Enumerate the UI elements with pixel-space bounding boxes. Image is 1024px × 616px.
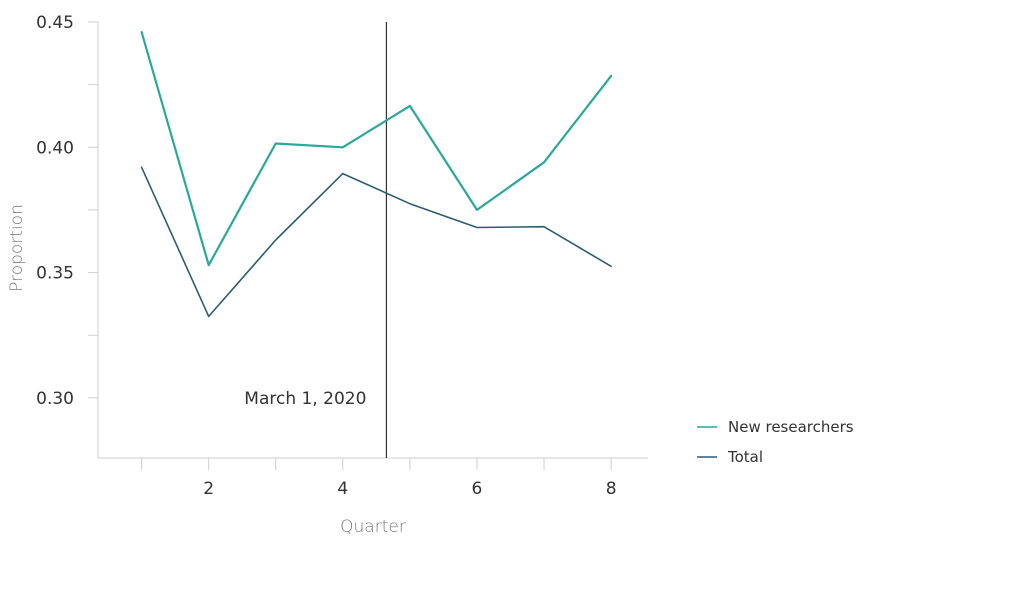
legend-label: New researchers [728,418,854,436]
legend: New researchers Total [697,418,854,466]
x-axis-title: Quarter [340,517,406,537]
y-tick-label: 0.35 [36,264,74,284]
series-group [140,30,613,318]
annotations: March 1, 2020 [244,22,388,458]
x-tick-label: 8 [606,479,617,499]
annotation-label: March 1, 2020 [244,389,366,409]
y-tick-label: 0.45 [36,13,74,33]
y-axis-title: Proportion [7,204,27,292]
x-axis-ticks: 2 4 6 8 [141,458,617,499]
series-line-new-researchers [140,30,613,267]
x-tick-label: 4 [337,479,348,499]
legend-label: Total [727,448,763,466]
y-tick-label: 0.40 [36,138,74,158]
axes [97,22,648,459]
series-line-total [140,166,612,318]
y-axis-ticks: 0.30 0.35 0.40 0.45 [36,13,98,409]
x-tick-label: 2 [203,479,214,499]
y-tick-label: 0.30 [36,389,74,409]
x-tick-label: 6 [472,479,483,499]
